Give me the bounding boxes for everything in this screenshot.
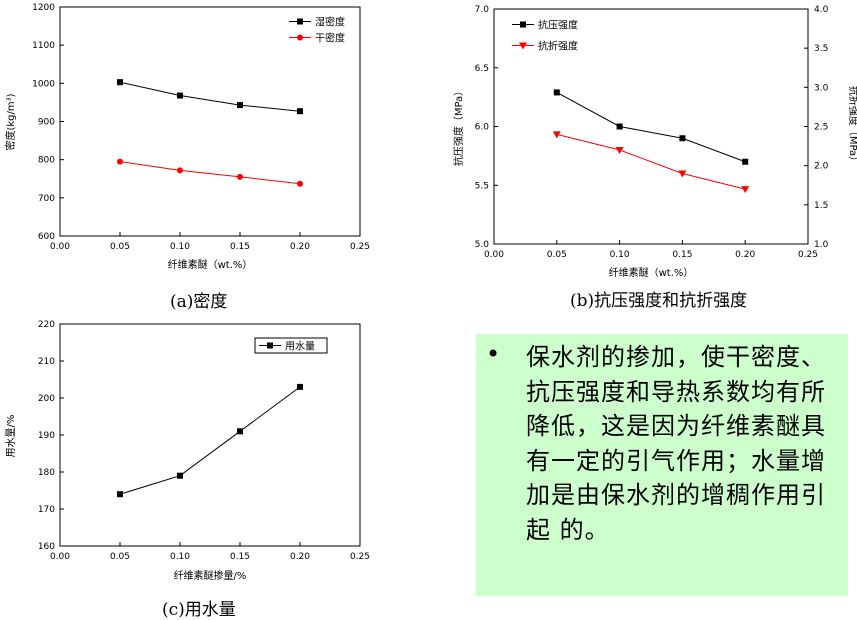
chart-c-legend-box (254, 337, 328, 354)
chart-b-y-right-tick-label: 2.5 (814, 123, 828, 133)
chart-c-y-tick-label: 200 (38, 394, 55, 404)
chart-c-x-tick-label: 0.15 (230, 552, 250, 562)
chart-b-data-point (553, 89, 560, 96)
chart-c-caption: (c)用水量 (162, 600, 236, 620)
chart-a-x-tick-label: 0.00 (50, 242, 70, 252)
chart-c-y-tick-label: 180 (38, 468, 55, 478)
chart-b-y-tick-label: 5.0 (475, 240, 490, 250)
chart-a-data-point (237, 173, 243, 180)
chart-a-series-line-1 (119, 161, 301, 185)
chart-b-x-tick-label: 0.00 (484, 250, 504, 260)
chart-b-x-tick-label: 0.15 (672, 250, 692, 260)
chart-a-legend-label: 干密度 (315, 32, 345, 45)
chart-b-y-tick-label: 7.0 (475, 5, 490, 15)
chart-a-data-point (297, 108, 303, 115)
chart-a-y-axis-label: 密度(kg/m³) (4, 93, 17, 150)
chart-a-data-point (177, 167, 183, 174)
chart-c-data-point (297, 383, 303, 390)
chart-b-caption: (b)抗压强度和抗折强度 (570, 291, 748, 311)
chart-a-y-tick-label: 600 (38, 232, 55, 242)
chart-c-x-tick-label: 0.05 (110, 552, 130, 562)
chart-c-y-tick-label: 220 (38, 320, 55, 330)
chart-a-series-line-0 (119, 81, 301, 112)
chart-a-y-tick-label: 1100 (32, 41, 55, 51)
chart-b-legend-marker (519, 42, 527, 50)
chart-b-y-axis-label: 抗压强度（MPa） (452, 86, 465, 166)
chart-c-x-tick-label: 0.20 (290, 552, 310, 562)
chart-b-x-tick-label: 0.10 (610, 250, 630, 260)
chart-c-y-tick-label: 160 (38, 542, 55, 552)
note-bullet: • (486, 340, 501, 368)
chart-a-x-tick-label: 0.20 (290, 242, 310, 252)
chart-c-legend-marker (267, 342, 273, 349)
chart-b-y-right-axis-label: 抗折强度（MPa） (847, 86, 857, 166)
chart-b-x-axis-label: 纤维素醚（wt.%） (609, 266, 694, 279)
chart-a-y-tick-label: 900 (38, 118, 55, 128)
chart-a-data-point (117, 158, 123, 165)
chart-b-legend-label: 抗压强度 (538, 19, 578, 32)
chart-c-legend-label: 用水量 (285, 341, 315, 353)
chart-b-y-right-tick-label: 3.0 (814, 83, 829, 93)
chart-b-y-right-tick-label: 1.5 (814, 201, 828, 211)
chart-a-y-tick-label: 800 (38, 156, 55, 166)
chart-b-data-point (552, 131, 561, 139)
chart-a-data-point (177, 92, 183, 99)
chart-c-y-tick-label: 190 (38, 431, 55, 441)
chart-a-legend-label: 湿密度 (315, 16, 345, 29)
chart-a-x-tick-label: 0.25 (350, 242, 370, 252)
chart-b-data-point (616, 123, 623, 130)
chart-b-y-right-tick-label: 2.0 (814, 162, 829, 172)
chart-a-legend-marker (297, 34, 303, 41)
chart-a-x-tick-label: 0.10 (170, 242, 190, 252)
chart-b-legend-marker (520, 21, 526, 28)
chart-b-y-tick-label: 5.5 (475, 181, 489, 191)
chart-b-series-line-0 (556, 91, 746, 163)
chart-a-data-point (117, 79, 123, 86)
chart-c-y-tick-label: 210 (38, 357, 55, 367)
chart-c-x-axis-label: 纤维素醚掺量/% (174, 569, 247, 582)
chart-b-data-point (678, 170, 687, 178)
chart-b-x-tick-label: 0.20 (735, 250, 755, 260)
chart-a-x-tick-label: 0.05 (110, 242, 130, 252)
chart-a-caption: (a)密度 (170, 292, 228, 312)
chart-a-legend-marker (297, 18, 303, 25)
chart-b-legend-label: 抗折强度 (538, 40, 578, 53)
chart-b-data-point (679, 135, 686, 142)
chart-b-data-point (615, 147, 624, 154)
chart-b-y-tick-label: 6.0 (475, 123, 490, 133)
chart-a-x-axis-label: 纤维素醚（wt.%） (168, 258, 253, 271)
chart-b-data-point (741, 186, 750, 194)
chart-a-y-tick-label: 700 (38, 194, 55, 204)
chart-b-y-right-tick-label: 4.0 (814, 5, 829, 15)
chart-b-y-tick-label: 6.5 (475, 64, 489, 74)
chart-b-x-tick-label: 0.05 (547, 250, 567, 260)
chart-a-y-tick-label: 1000 (32, 79, 55, 89)
chart-b-data-point (742, 158, 749, 165)
chart-b-series-line-1 (556, 133, 746, 190)
chart-c-data-point (237, 428, 243, 435)
chart-b-y-right-tick-label: 3.5 (814, 44, 828, 54)
chart-a-data-point (297, 180, 303, 187)
chart-a-y-tick-label: 1200 (32, 3, 55, 13)
chart-c-x-tick-label: 0.10 (170, 552, 190, 562)
chart-c-y-tick-label: 170 (38, 505, 55, 515)
chart-b-y-right-tick-label: 1.0 (814, 240, 829, 250)
chart-c-data-point (177, 472, 183, 479)
chart-c-y-axis-label: 用水量/% (5, 415, 17, 458)
chart-a-data-point (237, 102, 243, 109)
chart-c-plot-frame (59, 323, 361, 547)
chart-c-x-tick-label: 0.00 (50, 552, 70, 562)
chart-c-data-point (117, 491, 123, 498)
note-box: • 保水剂的掺加，使干密度、抗压强度和导热系数均有所降低，这是因为纤维素醚具有一… (476, 334, 848, 596)
chart-c-series-line-0 (119, 386, 301, 495)
chart-c-x-tick-label: 0.25 (350, 552, 370, 562)
chart-b-x-tick-label: 0.25 (798, 250, 818, 260)
note-text: 保水剂的掺加，使干密度、抗压强度和导热系数均有所降低，这是因为纤维素醚具有一定的… (526, 343, 826, 544)
chart-a-x-tick-label: 0.15 (230, 242, 250, 252)
